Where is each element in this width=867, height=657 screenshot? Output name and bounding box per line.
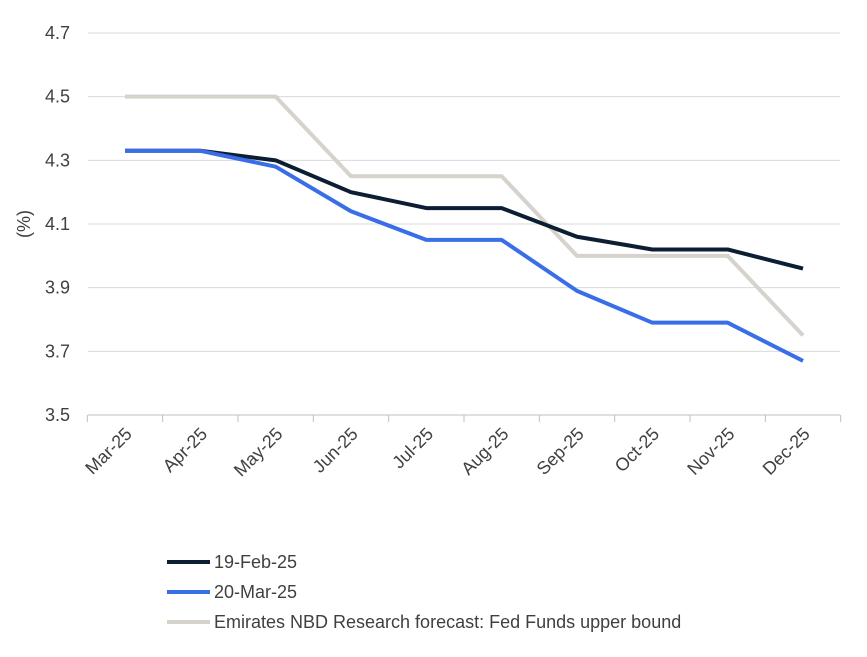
x-tick-label: Apr-25 <box>159 424 211 476</box>
y-tick-label: 3.9 <box>45 278 70 298</box>
gridlines <box>88 32 840 416</box>
x-tick-label: Sep-25 <box>533 424 588 479</box>
y-tick-label: 4.3 <box>45 150 70 170</box>
y-axis: 3.5 3.7 3.9 4.1 4.3 4.5 4.7 <box>45 23 70 425</box>
x-tick-label: Aug-25 <box>457 424 512 479</box>
series-line-2 <box>125 148 804 363</box>
legend-label: 20-Mar-25 <box>214 582 297 602</box>
x-tick-label: Jun-25 <box>309 424 362 477</box>
legend-label: 19-Feb-25 <box>214 552 297 572</box>
x-tick-label: Jul-25 <box>388 424 437 473</box>
y-tick-label: 3.5 <box>45 405 70 425</box>
y-tick-label: 4.7 <box>45 23 70 43</box>
series-line-0 <box>125 94 805 337</box>
x-tick-label: Oct-25 <box>611 424 663 476</box>
legend: 19-Feb-25 20-Mar-25 Emirates NBD Research … <box>167 552 681 632</box>
x-tick-label: Mar-25 <box>81 424 135 478</box>
x-axis: Mar-25 Apr-25 May-25 Jun-25 Jul-25 Aug-25 Sep-… <box>81 415 842 481</box>
legend-label: Emirates NBD Research forecast: Fed Fund… <box>214 612 681 632</box>
x-tick-label: Nov-25 <box>683 424 738 479</box>
series-lines <box>125 94 805 363</box>
x-tick-label: May-25 <box>230 424 287 481</box>
y-tick-label: 3.7 <box>45 341 70 361</box>
y-tick-label: 4.1 <box>45 214 70 234</box>
x-tick-label: Dec-25 <box>759 424 814 479</box>
series-line-1 <box>125 148 804 271</box>
y-tick-label: 4.5 <box>45 87 70 107</box>
y-axis-title: (%) <box>14 210 34 238</box>
